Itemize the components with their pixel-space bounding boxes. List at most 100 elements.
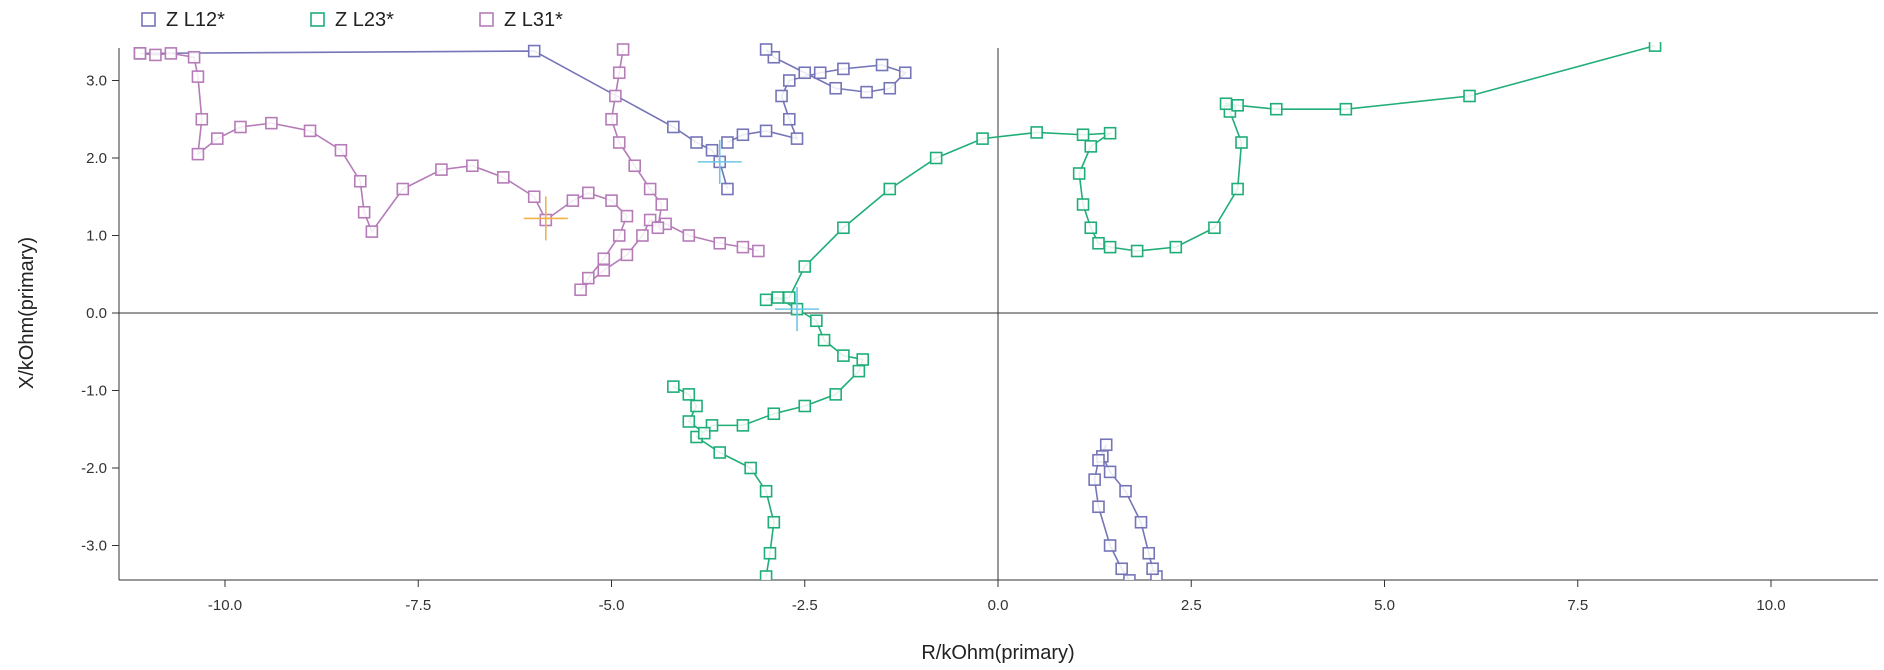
data-point bbox=[597, 264, 611, 277]
data-point bbox=[496, 171, 510, 184]
data-point bbox=[1103, 240, 1117, 254]
data-point bbox=[736, 419, 750, 432]
data-point bbox=[782, 112, 796, 126]
data-point bbox=[582, 186, 595, 200]
data-point bbox=[837, 221, 850, 235]
data-point bbox=[643, 182, 657, 196]
data-point bbox=[1084, 221, 1098, 235]
data-point bbox=[582, 271, 595, 285]
data-point bbox=[1099, 438, 1113, 452]
data-point bbox=[1092, 453, 1105, 467]
data-point bbox=[798, 399, 812, 413]
data-point bbox=[875, 58, 889, 72]
data-point bbox=[759, 570, 773, 580]
x-tick-label: -10.0 bbox=[208, 597, 242, 614]
data-point bbox=[1463, 89, 1476, 103]
legend-item-1[interactable]: Z L12* bbox=[141, 9, 225, 31]
legend-label-1: Z L12* bbox=[166, 9, 225, 31]
data-point bbox=[609, 89, 622, 103]
data-point bbox=[713, 236, 727, 250]
data-point bbox=[810, 314, 823, 328]
data-point bbox=[1208, 221, 1221, 235]
data-point bbox=[1076, 198, 1090, 211]
data-point bbox=[620, 248, 634, 262]
x-tick-label: 7.5 bbox=[1567, 597, 1588, 614]
x-tick-label: -5.0 bbox=[599, 597, 625, 614]
series-line bbox=[139, 52, 759, 291]
series-line bbox=[695, 44, 1656, 577]
data-point bbox=[759, 124, 773, 138]
x-axis-title: R/kOhm(primary) bbox=[921, 642, 1074, 664]
data-point bbox=[1339, 102, 1353, 116]
data-point bbox=[667, 120, 680, 134]
data-point bbox=[655, 198, 669, 211]
data-point bbox=[1231, 182, 1244, 196]
data-point bbox=[1092, 236, 1105, 250]
data-point bbox=[767, 515, 781, 529]
x-tick-label: 0.0 bbox=[988, 597, 1009, 614]
data-point bbox=[191, 70, 205, 83]
data-point bbox=[759, 484, 773, 498]
data-point bbox=[234, 120, 247, 134]
data-point bbox=[1076, 128, 1090, 142]
data-point bbox=[763, 546, 777, 560]
data-point bbox=[744, 461, 757, 475]
data-point bbox=[651, 221, 665, 235]
data-point bbox=[771, 291, 784, 304]
data-point bbox=[837, 62, 850, 76]
data-point bbox=[767, 407, 781, 421]
data-point bbox=[1030, 126, 1043, 139]
data-point bbox=[1119, 484, 1132, 498]
data-point bbox=[721, 136, 734, 149]
data-point bbox=[466, 159, 479, 173]
data-point bbox=[682, 415, 696, 428]
data-point bbox=[191, 147, 205, 161]
data-point bbox=[365, 225, 379, 238]
data-point bbox=[149, 48, 162, 62]
current-point-cross bbox=[775, 287, 820, 332]
data-point bbox=[1142, 546, 1156, 560]
x-tick-label: -2.5 bbox=[792, 597, 818, 614]
data-point bbox=[705, 419, 719, 432]
data-point bbox=[210, 132, 224, 145]
legend-marker-3 bbox=[479, 12, 494, 27]
data-point bbox=[1169, 240, 1183, 254]
current-point-cross bbox=[523, 196, 568, 241]
legend-item-2[interactable]: Z L23* bbox=[310, 9, 394, 31]
data-point bbox=[736, 240, 750, 254]
data-point bbox=[752, 244, 765, 258]
legend-item-3[interactable]: Z L31* bbox=[479, 9, 563, 31]
data-point bbox=[1231, 99, 1244, 112]
legend: Z L12* Z L23* Z L31* bbox=[141, 9, 563, 31]
data-point bbox=[856, 353, 870, 366]
data-point bbox=[187, 50, 201, 64]
data-point bbox=[1115, 562, 1128, 576]
data-point bbox=[1103, 465, 1117, 479]
series-1 bbox=[133, 43, 1163, 580]
data-point bbox=[605, 194, 618, 207]
data-point bbox=[829, 388, 842, 401]
data-point bbox=[334, 143, 348, 157]
x-tick-label: -7.5 bbox=[405, 597, 431, 614]
data-point bbox=[976, 132, 989, 145]
data-point bbox=[612, 136, 626, 149]
data-point bbox=[790, 132, 804, 145]
data-point bbox=[860, 85, 873, 99]
data-point bbox=[1130, 244, 1144, 258]
data-point bbox=[1088, 473, 1101, 486]
data-point bbox=[798, 260, 812, 273]
data-point bbox=[759, 43, 773, 56]
series-2 bbox=[667, 42, 1662, 580]
data-point bbox=[527, 190, 541, 204]
data-point bbox=[1072, 167, 1086, 180]
data-point bbox=[682, 229, 696, 242]
series-layer bbox=[133, 42, 1662, 580]
data-point bbox=[1134, 515, 1148, 529]
data-point bbox=[690, 399, 703, 413]
data-point bbox=[566, 194, 580, 207]
data-point bbox=[775, 89, 788, 103]
data-point bbox=[616, 43, 630, 56]
data-point bbox=[697, 426, 711, 440]
y-tick-label: 3.0 bbox=[86, 73, 107, 90]
data-point bbox=[643, 213, 657, 227]
